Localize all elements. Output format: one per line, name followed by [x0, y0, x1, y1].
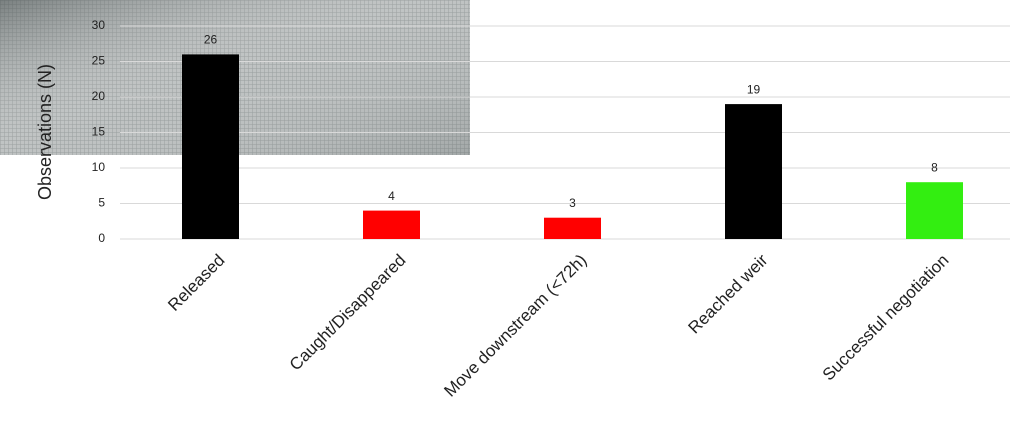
value-label: 19	[747, 82, 761, 96]
y-tick-label: 10	[92, 160, 106, 174]
bar	[544, 218, 601, 239]
bar	[363, 211, 420, 239]
y-tick-label: 20	[92, 89, 106, 103]
y-axis-title: Observations (N)	[35, 64, 55, 200]
value-label: 4	[388, 189, 395, 203]
value-label: 3	[569, 196, 576, 210]
y-tick-label: 15	[92, 125, 106, 139]
bar	[182, 54, 239, 239]
x-tick-label: Reached weir	[685, 250, 772, 337]
y-tick-label: 30	[92, 18, 106, 32]
y-tick-label: 5	[98, 196, 105, 210]
x-tick-label: Move downstream (<72h)	[440, 251, 590, 401]
x-tick-label: Caught/Disappeared	[286, 251, 410, 375]
chart: Observations (N) 0 5 10 15 20 25 30 26 Released 4…	[0, 0, 1010, 443]
value-label: 26	[204, 33, 218, 47]
bar	[906, 182, 963, 239]
x-tick-label: Released	[164, 251, 228, 315]
y-tick-label: 0	[98, 231, 105, 245]
bar	[725, 104, 782, 239]
page: Observations (N) 0 5 10 15 20 25 30 26 Released 4…	[0, 0, 1010, 443]
value-label: 8	[931, 160, 938, 174]
x-tick-label: Successful negotiation	[819, 251, 953, 385]
y-tick-label: 25	[92, 54, 106, 68]
